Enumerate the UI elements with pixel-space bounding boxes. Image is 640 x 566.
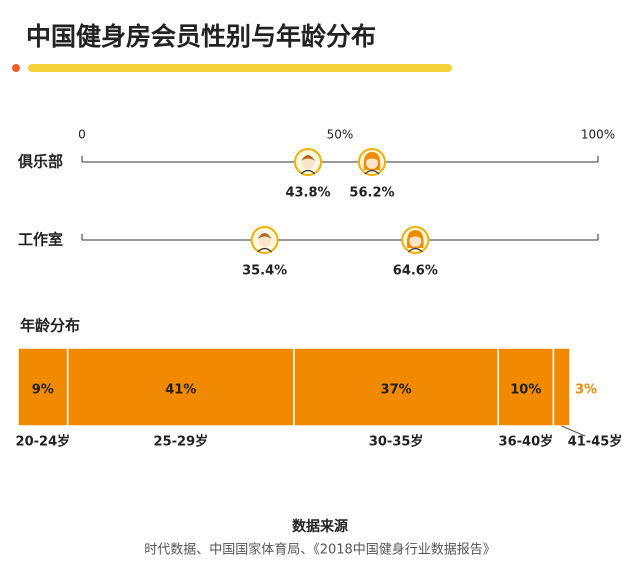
icon-hair bbox=[257, 233, 272, 239]
category-label: 41-45岁 bbox=[568, 434, 623, 450]
icon-body bbox=[257, 247, 273, 253]
icon-body bbox=[407, 247, 423, 253]
value-label: 56.2% bbox=[349, 186, 394, 201]
bar-segment bbox=[17, 347, 69, 427]
icon-hair bbox=[364, 155, 379, 161]
bar-segment bbox=[66, 347, 295, 427]
category-label: 25-29岁 bbox=[154, 434, 209, 450]
category-label: 30-35岁 bbox=[369, 434, 424, 450]
leader-line bbox=[561, 425, 586, 437]
section-title: 年龄分布 bbox=[20, 317, 80, 335]
value-label: 35.4% bbox=[242, 264, 287, 279]
icon-hair bbox=[408, 233, 423, 239]
icon-hair bbox=[301, 155, 316, 161]
x-tick-label: 100% bbox=[581, 128, 615, 142]
category-label: 20-24岁 bbox=[16, 434, 71, 450]
row-label: 工作室 bbox=[18, 231, 63, 249]
page-title: 中国健身房会员性别与年龄分布 bbox=[26, 22, 376, 51]
source-title: 数据来源 bbox=[292, 518, 348, 535]
bar-segment bbox=[552, 347, 571, 427]
female-icon bbox=[401, 226, 430, 254]
bar-segment bbox=[293, 347, 499, 427]
value-label: 3% bbox=[575, 383, 597, 398]
value-label: 64.6% bbox=[393, 264, 438, 279]
icon-face bbox=[302, 157, 315, 169]
icon-face bbox=[409, 235, 422, 247]
icon-face bbox=[258, 235, 271, 247]
source-text: 时代数据、中国国家体育局、《2018中国健身行业数据报告》 bbox=[144, 542, 496, 558]
male-icon bbox=[250, 226, 279, 254]
value-label: 9% bbox=[32, 383, 54, 398]
value-label: 41% bbox=[165, 383, 196, 398]
title-dot bbox=[12, 64, 20, 72]
female-icon bbox=[357, 148, 386, 176]
x-tick-label: 50% bbox=[327, 128, 354, 142]
x-tick-label: 0 bbox=[78, 128, 86, 142]
category-label: 36-40岁 bbox=[499, 434, 554, 450]
icon-body bbox=[364, 169, 380, 175]
icon-body bbox=[300, 169, 316, 175]
title-underline bbox=[28, 64, 452, 72]
icon-face bbox=[365, 157, 378, 169]
male-icon bbox=[294, 148, 323, 176]
value-label: 10% bbox=[510, 383, 541, 398]
bar-segment bbox=[497, 347, 555, 427]
value-label: 37% bbox=[381, 383, 412, 398]
value-label: 43.8% bbox=[285, 186, 330, 201]
row-label: 俱乐部 bbox=[17, 153, 63, 171]
